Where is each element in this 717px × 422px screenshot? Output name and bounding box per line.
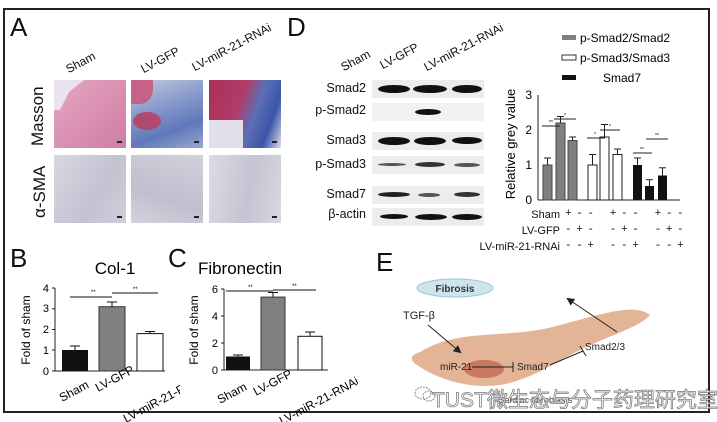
blot-label-smad2: Smad2 — [326, 81, 366, 95]
panel-a-row-sma: α-SMA — [30, 165, 49, 218]
fibronectin-ylabel: Fold of sham — [187, 295, 201, 364]
masson-lvgfp-image — [131, 80, 203, 148]
svg-text:**: ** — [655, 133, 659, 139]
blot-label-p-smad2: p-Smad2 — [315, 103, 366, 117]
fibrosis-cloud — [416, 278, 494, 298]
fibronectin-x-lvgfp: LV-GFP — [251, 367, 294, 399]
condition-signs-lvgfp: - + - - + - - + - — [565, 224, 684, 236]
smad7-label: Smad7 — [517, 362, 549, 373]
blot-label-smad3: Smad3 — [326, 133, 366, 147]
col1-x-sham: Sham — [57, 378, 91, 405]
tgf-beta-label: TGF-β — [403, 310, 435, 322]
sma-sham-image — [54, 155, 126, 223]
svg-text:**: ** — [133, 287, 138, 293]
pathway-diagram: Fibrosis TGF-β miR-21 Smad7 Smad2/3 Card… — [403, 278, 650, 405]
fibronectin-title: Fibronectin — [198, 259, 282, 278]
svg-text:1: 1 — [43, 345, 49, 357]
svg-text:*: * — [564, 113, 566, 119]
condition-label-lvgfp: LV-GFP — [521, 225, 560, 237]
blot-strip-smad2 — [372, 80, 484, 98]
svg-text:0: 0 — [525, 193, 532, 207]
panel-b-letter: B — [10, 243, 28, 273]
svg-text:**: ** — [640, 147, 644, 153]
svg-text:2: 2 — [525, 123, 532, 137]
sma-lvgfp-image — [131, 155, 203, 223]
panel-e-letter: E — [376, 247, 394, 277]
fibronectin-x-sham: Sham — [215, 380, 249, 407]
blot-strip-beta-actin — [372, 208, 484, 226]
blot-strip-smad3 — [372, 132, 484, 150]
blot-strip-p-smad2 — [372, 103, 484, 121]
blot-label-p-smad3: p-Smad3 — [315, 157, 366, 171]
scale-bar — [194, 216, 199, 218]
smad-grey-value-chart: p-Smad2/Smad2 p-Smad3/Smad3 Smad7 Relati… — [503, 31, 680, 207]
svg-text:4: 4 — [43, 283, 49, 295]
svg-text:*: * — [594, 132, 596, 138]
panel-d-letter: D — [287, 12, 306, 42]
svg-text:4: 4 — [212, 311, 218, 323]
masson-rnai-image — [209, 80, 281, 148]
condition-signs-sham: + - - + - - + - - — [565, 208, 684, 220]
condition-label-sham: Sham — [531, 209, 560, 221]
masson-sham-image — [54, 80, 126, 148]
svg-text:**: ** — [91, 290, 96, 296]
legend-p-smad2: p-Smad2/Smad2 — [580, 31, 670, 45]
panel-a-row-masson: Masson — [28, 86, 47, 146]
scale-bar — [272, 141, 277, 143]
blot-strip-p-smad3 — [372, 156, 484, 174]
fibrosis-label: Fibrosis — [436, 284, 475, 295]
svg-text:0: 0 — [43, 366, 49, 378]
condition-label-rnai: LV-miR-21-RNAi — [479, 241, 560, 253]
smad23-label: Smad2/3 — [585, 342, 625, 353]
col1-ylabel: Fold of sham — [19, 295, 33, 364]
watermark-text: TUST微生态与分子药理研究室 — [432, 389, 717, 413]
svg-text:**: ** — [292, 284, 297, 290]
svg-text:**: ** — [248, 285, 253, 291]
svg-text:1: 1 — [525, 158, 532, 172]
legend-smad7: Smad7 — [603, 71, 641, 85]
scale-bar — [194, 141, 199, 143]
mir21-label: miR-21 — [440, 362, 473, 373]
panel-c-letter: C — [168, 243, 187, 273]
blot-strip-smad7 — [372, 186, 484, 204]
cell-nucleus — [464, 360, 504, 378]
cardiac-fibroblasts-label: Cardiac fibroblasts — [498, 395, 573, 405]
col1-title: Col-1 — [95, 259, 136, 278]
panel-a-letter: A — [10, 12, 28, 42]
sma-rnai-image — [209, 155, 281, 223]
scale-bar — [117, 216, 122, 218]
wechat-logo-icon — [414, 386, 436, 402]
blot-label-beta-actin: β-actin — [328, 207, 366, 221]
svg-text:*: * — [609, 124, 611, 130]
scale-bar — [272, 216, 277, 218]
svg-text:2: 2 — [43, 324, 49, 336]
blot-label-smad7: Smad7 — [326, 187, 366, 201]
scale-bar — [117, 141, 122, 143]
svg-text:0: 0 — [212, 365, 218, 377]
svg-text:3: 3 — [43, 303, 49, 315]
svg-text:**: ** — [549, 120, 553, 126]
condition-signs-rnai: - - + - - + - - + — [565, 240, 684, 252]
svg-text:6: 6 — [212, 284, 218, 296]
legend-p-smad3: p-Smad3/Smad3 — [580, 51, 670, 65]
fibronectin-bar-chart: Fibronectin Fold of sham 0 2 4 6 ** ** Sham… — [187, 259, 358, 422]
grey-value-ylabel: Relative grey value — [503, 89, 518, 200]
svg-text:3: 3 — [525, 88, 532, 102]
svg-text:2: 2 — [212, 338, 218, 350]
